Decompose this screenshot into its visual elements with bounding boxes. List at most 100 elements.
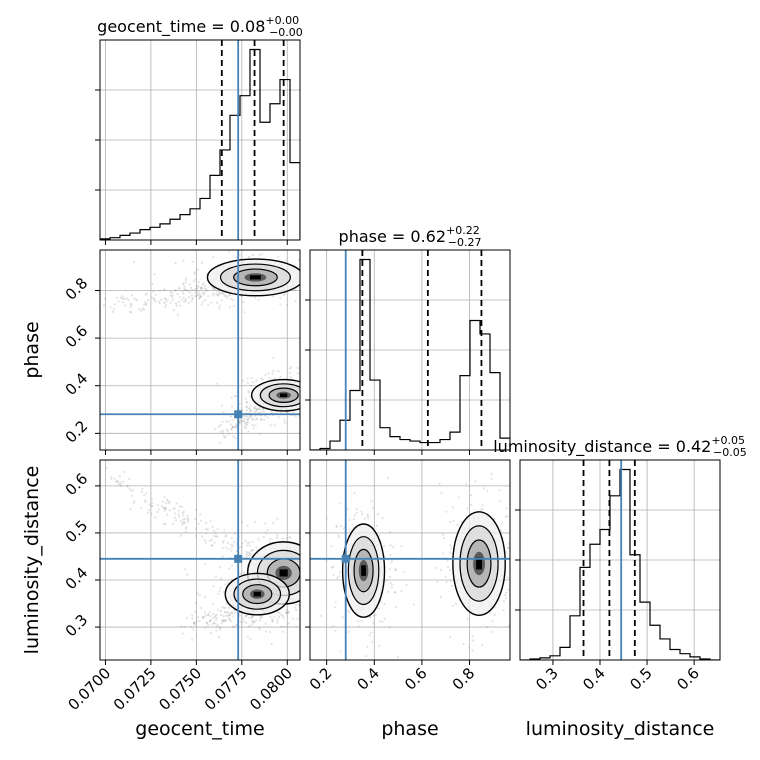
luminosity_distance_vs_geocent_time-sample-630 [166,499,170,502]
luminosity_distance_vs_geocent_time-sample-636 [172,507,175,510]
phase_vs_geocent_time-sample-696 [154,300,157,303]
phase_vs_geocent_time-sample-175 [132,260,136,264]
phase_vs_geocent_time-sample-293 [261,378,264,381]
luminosity_distance_vs_phase-sample-267 [503,594,507,597]
luminosity_distance_vs_geocent_time-sample-219 [302,550,304,552]
luminosity_distance_vs_geocent_time-sample-475 [217,592,220,595]
luminosity_distance_vs_geocent_time-sample-578 [213,534,216,538]
phase_vs_geocent_time-sample-533 [171,298,174,301]
phase_vs_geocent_time-sample-189 [218,307,221,310]
phase_vs_geocent_time-peak-0 [250,275,261,280]
title-geocent-time: geocent_time = 0.08+0.00 −0.00 [97,14,303,39]
phase_vs_geocent_time-sample-659 [138,308,141,311]
phase_vs_geocent_time-sample-731 [247,429,250,433]
luminosity_distance_vs_phase-sample-37 [372,621,375,624]
phase_vs_geocent_time-sample-159 [178,287,181,290]
luminosity_distance_vs_geocent_time-sample-327 [228,613,232,616]
luminosity_distance_vs_geocent_time-sample-232 [321,609,323,611]
phase_vs_geocent_time-sample-843 [263,418,266,421]
phase_vs_geocent_time-sample-809 [266,416,269,419]
phase_vs_geocent_time-sample-625 [199,286,203,289]
luminosity_distance_vs_geocent_time-sample-771 [211,602,214,605]
phase_vs_geocent_time-sample-194 [283,245,285,247]
luminosity_distance_vs_geocent_time-sample-462 [214,575,218,578]
luminosity_distance_vs_geocent_time-sample-642 [203,538,206,542]
luminosity_distance_vs_geocent_time-sample-308 [212,585,215,588]
phase_vs_geocent_time-sample-419 [247,389,250,393]
phase_vs_geocent_time-sample-730 [231,419,234,422]
luminosity_distance_vs_geocent_time-sample-685 [184,527,187,530]
phase_vs_geocent_time-sample-79 [328,284,330,286]
luminosity_distance_vs_phase-sample-123 [391,583,394,586]
title-luminosity-distance: luminosity_distance = 0.42+0.05 −0.05 [493,434,747,459]
luminosity_distance_vs_phase-sample-159 [394,568,397,571]
phase_vs_geocent_time-sample-691 [121,297,125,300]
luminosity_distance_vs_phase-xtick-label-3: 0.8 [449,664,479,694]
phase_vs_geocent_time-sample-606 [130,303,133,306]
phase_vs_geocent_time-sample-98 [213,247,215,249]
phase_vs_geocent_time-sample-484 [314,379,316,381]
luminosity_distance_vs_geocent_time-sample-616 [150,505,154,508]
phase_vs_geocent_time-sample-620 [216,301,219,304]
luminosity_distance_vs_geocent_time-sample-591 [221,546,224,549]
phase_vs_geocent_time-sample-712 [253,406,256,410]
luminosity_distance_vs_geocent_time-sample-588 [182,520,186,524]
luminosity_distance_vs_phase-xtick-label-1: 0.4 [354,664,384,694]
luminosity_distance_vs_geocent_time-sample-747 [202,616,205,619]
luminosity_distance_vs_phase-sample-146 [355,511,358,515]
phase_vs_geocent_time-sample-163 [215,293,218,296]
luminosity_distance_vs_geocent_time-sample-573 [199,513,202,516]
luminosity_distance_vs_geocent_time-sample-47 [288,535,291,538]
luminosity_distance_vs_geocent_time-sample-213 [335,603,337,605]
phase_vs_geocent_time-sample-38 [212,256,215,259]
phase_vs_geocent_time-sample-249 [312,272,314,274]
luminosity_distance_vs_geocent_time-sample-670 [245,550,248,553]
luminosity_distance_vs_geocent_time-sample-141 [313,536,315,538]
phase_vs_geocent_time-sample-582 [184,298,187,301]
phase_vs_geocent_time-sample-603 [153,298,156,302]
phase_vs_geocent_time-sample-328 [273,377,276,380]
phase_vs_geocent_time-sample-465 [216,382,219,385]
luminosity_distance_vs_geocent_time-sample-651 [174,519,178,522]
phase_vs_geocent_time-sample-18 [243,311,246,314]
luminosity_distance_vs_geocent_time-sample-108 [269,537,272,541]
phase_vs_geocent_time-sample-761 [219,442,222,445]
phase_vs_geocent_time-sample-775 [217,425,221,428]
phase_vs_geocent_time-sample-453 [306,392,308,394]
luminosity_distance_vs_phase-sample-9 [374,613,378,616]
luminosity_distance_vs_phase-sample-312 [511,573,513,575]
x-axis-label-luminosity-distance: luminosity_distance [526,718,715,740]
luminosity_distance_vs_geocent_time-sample-321 [280,613,283,616]
phase_vs_geocent_time-ytick-label-1: 0.4 [62,369,92,399]
luminosity_distance_vs_geocent_time-sample-1 [264,522,267,525]
phase_vs_geocent_time-sample-43 [311,257,313,259]
phase_vs_geocent_time-sample-254 [238,253,241,256]
luminosity_distance_vs_phase-sample-39 [346,671,348,673]
luminosity_distance_vs_phase-sample-175 [360,510,363,513]
luminosity_distance_vs_phase-xtick-label-2: 0.6 [401,664,431,694]
luminosity_distance_vs_geocent_time-sample-154 [306,609,308,611]
luminosity_distance_vs_phase-sample-422 [452,519,455,523]
luminosity_distance_vs_geocent_time-sample-735 [271,620,274,623]
phase_vs_geocent_time-sample-875 [255,417,259,421]
luminosity_distance_vs_geocent_time-sample-261 [228,614,231,617]
phase_vs_geocent_time-sample-702 [269,424,272,427]
phase_vs_geocent_time-sample-673 [151,282,154,285]
phase_vs_geocent_time-sample-768 [246,423,249,426]
phase_vs_geocent_time-sample-28 [212,294,215,297]
luminosity_distance_vs_geocent_time-sample-572 [204,521,208,525]
luminosity_distance_vs_geocent_time-sample-525 [162,522,165,526]
luminosity_distance_vs_geocent_time-sample-457 [244,614,248,617]
luminosity_distance_vs_geocent_time-sample-753 [223,619,226,623]
luminosity_distance_vs_geocent_time-sample-579 [178,505,181,508]
phase_vs_geocent_time-sample-302 [244,397,248,400]
luminosity_distance_vs_geocent_time-sample-584 [175,502,178,505]
phase_vs_geocent_time-sample-499 [313,389,315,391]
y-axis-label-luminosity-distance: luminosity_distance [21,466,43,655]
phase_vs_geocent_time-sample-510 [313,400,315,402]
phase_vs_geocent_time-sample-618 [151,296,154,299]
luminosity_distance_vs_geocent_time-sample-507 [307,602,309,604]
phase_vs_geocent_time-sample-548 [143,308,146,311]
luminosity_distance_vs_geocent_time-sample-751 [228,612,231,615]
luminosity_distance_vs_phase-sample-322 [493,517,496,520]
